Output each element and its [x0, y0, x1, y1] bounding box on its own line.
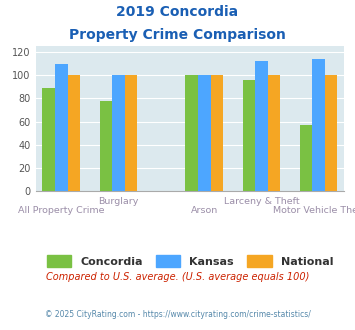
Text: Compared to U.S. average. (U.S. average equals 100): Compared to U.S. average. (U.S. average … [46, 272, 309, 282]
Bar [99, 101, 112, 191]
Bar [112, 75, 125, 191]
Bar [312, 59, 325, 191]
Text: Property Crime Comparison: Property Crime Comparison [69, 28, 286, 42]
Text: © 2025 CityRating.com - https://www.cityrating.com/crime-statistics/: © 2025 CityRating.com - https://www.city… [45, 310, 310, 319]
Bar [211, 75, 223, 191]
Bar [185, 75, 198, 191]
Text: 2019 Concordia: 2019 Concordia [116, 5, 239, 19]
Text: Larceny & Theft: Larceny & Theft [224, 197, 299, 206]
Bar [325, 75, 338, 191]
Bar [268, 75, 280, 191]
Text: Arson: Arson [191, 206, 218, 215]
Bar [67, 75, 80, 191]
Bar [198, 75, 211, 191]
Bar [42, 88, 55, 191]
Text: All Property Crime: All Property Crime [18, 206, 104, 215]
Legend: Concordia, Kansas, National: Concordia, Kansas, National [42, 251, 338, 272]
Bar [242, 80, 255, 191]
Bar [255, 61, 268, 191]
Bar [300, 125, 312, 191]
Text: Burglary: Burglary [98, 197, 138, 206]
Bar [55, 64, 67, 191]
Text: Motor Vehicle Theft: Motor Vehicle Theft [273, 206, 355, 215]
Bar [125, 75, 137, 191]
